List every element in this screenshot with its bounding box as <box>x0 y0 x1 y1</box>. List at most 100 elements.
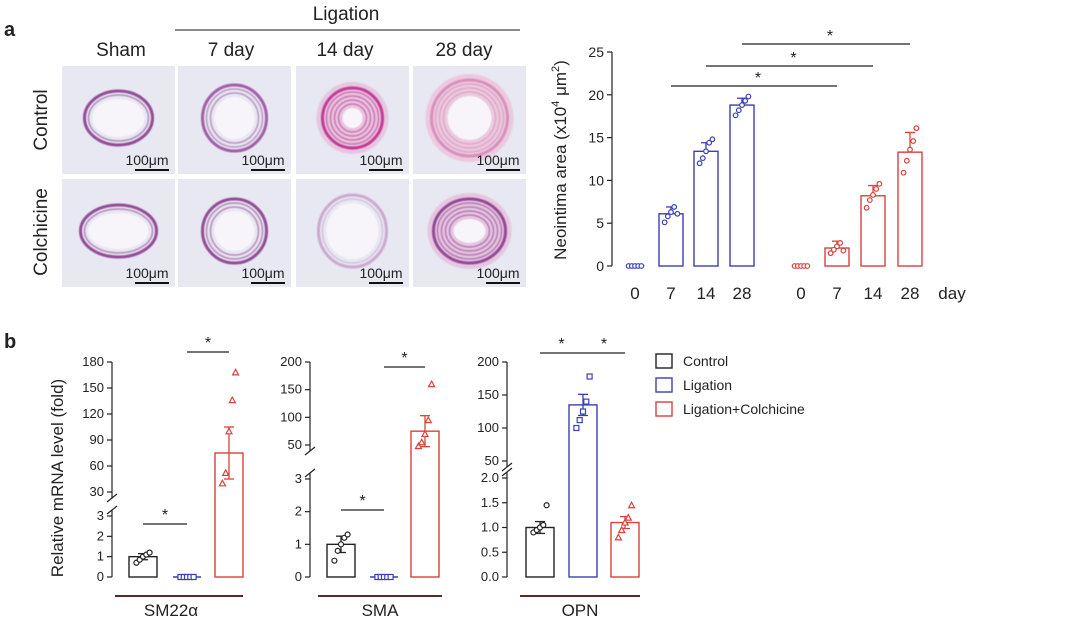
data-point <box>873 186 880 192</box>
data-point <box>638 263 645 269</box>
histology-tile: 100μm <box>296 179 409 287</box>
data-point <box>664 213 671 220</box>
x-tick-label: 7 <box>666 284 675 303</box>
data-point <box>699 155 706 162</box>
data-point <box>866 197 873 203</box>
col-label-14day: 14 day <box>316 40 374 61</box>
data-point <box>579 408 587 415</box>
data-point <box>863 204 870 211</box>
data-point <box>668 209 674 215</box>
data-point <box>706 139 713 146</box>
significance-star: * <box>205 335 211 352</box>
histology-tile: 100μm <box>413 179 526 287</box>
scale-bar-label: 100μm <box>476 152 519 168</box>
gene-title: OPN <box>562 601 599 620</box>
vessel-wall <box>317 193 388 269</box>
y-tick-label: 2 <box>295 504 302 519</box>
legend-swatch-control <box>655 353 673 369</box>
axis-break <box>304 468 316 478</box>
y-tick-label: 120 <box>82 406 104 421</box>
neointima-chart: 0 5 10 15 20 25 Neointima area (x104 μm2) 0 7 14 2… <box>550 28 966 303</box>
data-point <box>344 531 351 538</box>
mrna-charts: Relative mRNA level (fold) 30609012015018… <box>48 335 640 620</box>
histology-tile: 100μm <box>413 66 526 174</box>
data-point <box>337 541 345 548</box>
data-point <box>745 93 752 100</box>
bar <box>568 404 598 578</box>
data-point <box>870 192 876 198</box>
data-point <box>617 525 626 534</box>
vessel-wall <box>425 74 514 162</box>
y-tick-label: 150 <box>477 387 499 402</box>
histology-tile: 100μm <box>62 179 175 287</box>
data-point <box>903 157 910 164</box>
y-tick-label: 180 <box>82 354 104 369</box>
x-tick-label: 28 <box>733 284 752 303</box>
scale-bar-label: 100μm <box>125 152 168 168</box>
y-tick-label: 2 <box>97 528 104 543</box>
data-point <box>804 263 811 269</box>
scale-bar-label: 100μm <box>241 265 284 281</box>
data-point <box>661 219 668 226</box>
row-label-control: Control <box>31 89 52 150</box>
y-axis-label: Relative mRNA level (fold) <box>48 379 67 577</box>
y-tick-label: 60 <box>90 458 104 473</box>
scale-bar-label: 100μm <box>125 265 168 281</box>
data-point <box>231 368 240 376</box>
legend-label-control: Control <box>683 353 728 369</box>
y-tick-label: 200 <box>477 354 499 369</box>
axis-break <box>304 446 316 456</box>
data-point <box>834 243 840 250</box>
y-tick-label: 50 <box>288 437 302 452</box>
row-label-colchicine: Colchicine <box>31 188 52 276</box>
y-tick-label: 100 <box>477 420 499 435</box>
y-tick-label: 0.5 <box>481 544 499 559</box>
vessel-wall <box>201 197 268 265</box>
y-tick-label: 1 <box>97 549 104 564</box>
x-tick-label: 14 <box>697 284 716 303</box>
y-tick-label: 3 <box>295 471 302 486</box>
data-point <box>420 429 430 438</box>
y-tick-label: 50 <box>485 453 499 468</box>
y-tick-label: 90 <box>90 432 104 447</box>
data-point <box>424 415 433 424</box>
significance-star: * <box>601 336 607 353</box>
data-point <box>732 112 739 119</box>
significance-star: * <box>401 350 407 367</box>
y-tick-label: 3 <box>97 508 104 523</box>
data-point <box>218 479 227 487</box>
legend-label-ligation: Ligation <box>683 377 732 393</box>
histology-tile: 100μm <box>296 66 409 174</box>
gene-title: SMA <box>362 601 400 620</box>
y-axis-label: Neointima area (x104 μm2) <box>550 60 570 260</box>
y-tick-label: 20 <box>588 87 604 103</box>
data-point <box>910 138 917 144</box>
data-point <box>417 437 426 446</box>
col-label-7day: 7 day <box>208 40 255 61</box>
data-point <box>840 247 847 254</box>
data-point <box>735 107 742 114</box>
col-label-28day: 28 day <box>435 40 493 61</box>
mrna-chart-sm22: 30 60 90 120 150 180 0 1 2 3 * * SM22α <box>82 335 244 620</box>
data-point <box>900 169 907 176</box>
significance-star: * <box>755 70 761 87</box>
axis-break <box>501 467 513 477</box>
significance-star: * <box>359 493 365 510</box>
mrna-chart-sma: 50 100 150 200 0 1 2 3 * * SMA <box>280 350 442 620</box>
panel-label-b: b <box>4 331 16 353</box>
data-point <box>827 250 834 257</box>
ligation-group-label: Ligation <box>313 4 380 25</box>
data-point <box>671 204 678 210</box>
data-point <box>573 424 580 432</box>
bar <box>693 150 719 267</box>
data-point <box>540 521 547 529</box>
col-label-sham: Sham <box>96 40 146 61</box>
data-point <box>703 148 709 155</box>
data-point <box>146 549 153 556</box>
data-point <box>709 136 716 143</box>
y-tick-label: 10 <box>588 172 604 188</box>
panel-label-a: a <box>4 19 16 41</box>
data-point <box>334 547 341 554</box>
vessel-wall <box>79 203 158 259</box>
significance-star: * <box>162 507 168 524</box>
